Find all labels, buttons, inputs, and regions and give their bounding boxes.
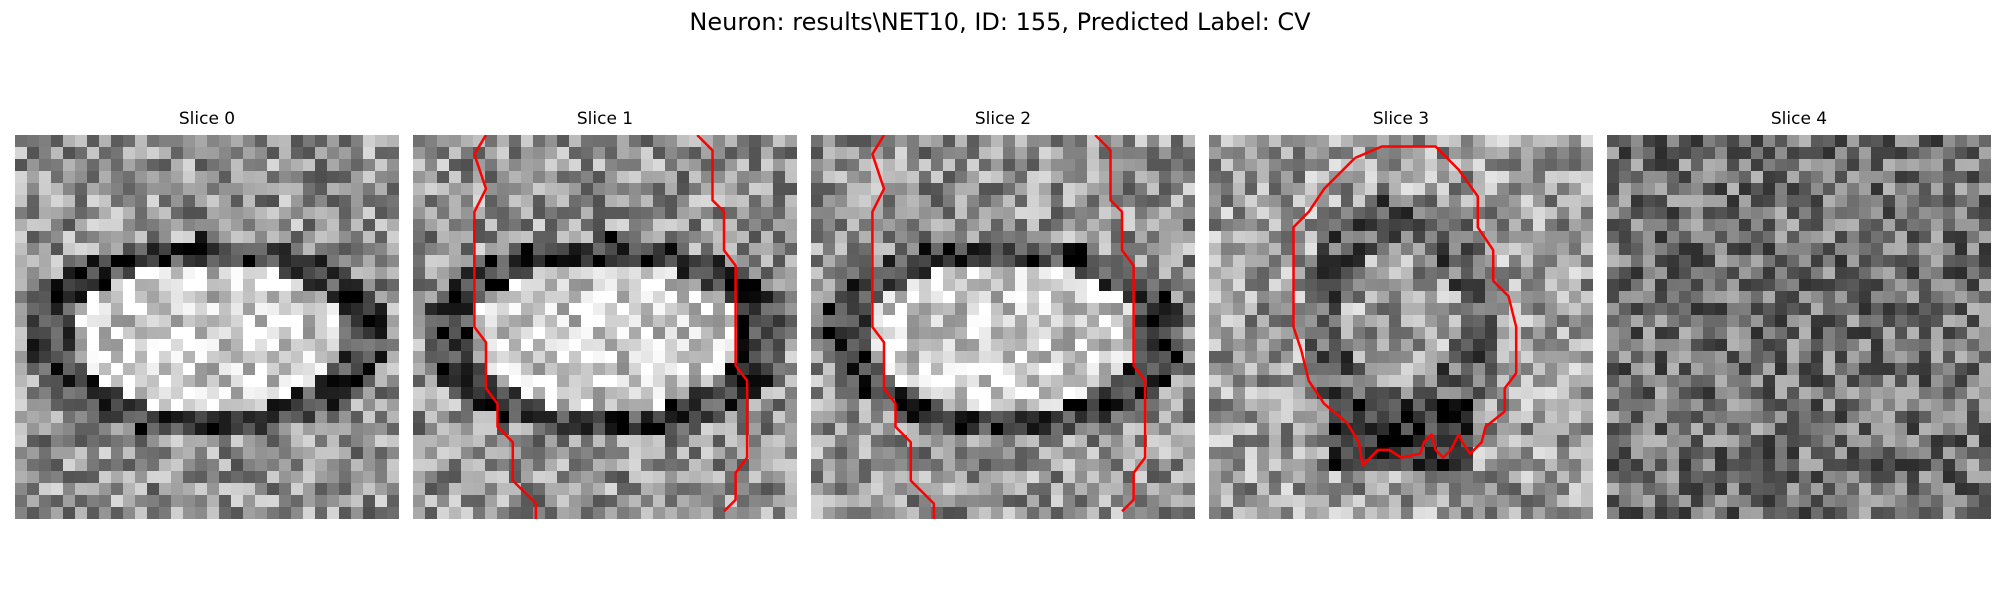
slice-panel-0: Slice 0 [15,109,399,519]
slice-title-0: Slice 0 [178,109,236,129]
slice-title-3: Slice 3 [1372,109,1430,129]
slice-image-0 [15,135,399,519]
contour-left-boundary [473,135,538,519]
pixel-grid [1607,135,1991,519]
contour-closed-outline [1292,145,1518,467]
slice-title-4: Slice 4 [1770,109,1828,129]
slice-canvas-0 [15,135,399,519]
contour-right-boundary [696,135,749,513]
slice-panel-2: Slice 2 [811,109,1195,519]
slice-image-4 [1607,135,1991,519]
slice-title-1: Slice 1 [576,109,634,129]
pixel-grid [413,135,797,519]
pixel-grid [15,135,399,519]
slice-canvas-3 [1209,135,1593,519]
slice-canvas-4 [1607,135,1991,519]
slice-panel-3: Slice 3 [1209,109,1593,519]
slice-image-1 [413,135,797,519]
contour-left-boundary [871,135,936,519]
contour-right-boundary [1094,135,1147,513]
pixel-grid [811,135,1195,519]
slice-image-3 [1209,135,1593,519]
pixel-grid [1209,135,1593,519]
slice-panel-1: Slice 1 [413,109,797,519]
slice-title-2: Slice 2 [974,109,1032,129]
slice-image-2 [811,135,1195,519]
slice-panel-4: Slice 4 [1607,109,1991,519]
figure-title: Neuron: results\NET10, ID: 155, Predicte… [689,8,1311,36]
slice-canvas-1 [413,135,797,519]
slice-canvas-2 [811,135,1195,519]
